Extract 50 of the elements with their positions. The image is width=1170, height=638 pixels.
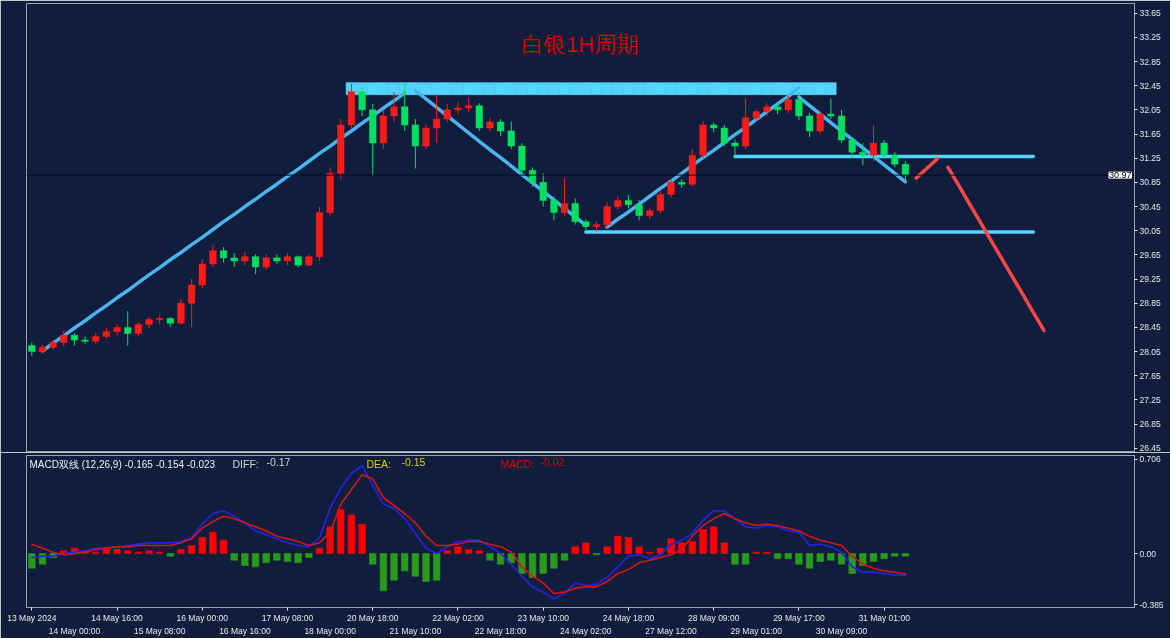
y-tick-label: 31.25 [1139, 153, 1162, 164]
x-tick-label: 20 May 18:00 [347, 612, 399, 623]
x-tick-label: 29 May 17:00 [773, 612, 825, 623]
annotation: -0.02 [540, 455, 565, 468]
x-tick-label: 24 May 18:00 [602, 612, 655, 623]
x-tick-label: 16 May 00:00 [176, 612, 229, 623]
x-tick-label: 14 May 16:00 [91, 612, 144, 623]
y-tick-label: 30.05 [1139, 225, 1162, 236]
x-tick-label: 22 May 18:00 [474, 625, 527, 636]
annotation: -0.15 [401, 455, 426, 468]
x-tick-label: 31 May 01:00 [858, 612, 911, 623]
x-tick-label: 30 May 09:00 [815, 625, 868, 636]
y-tick-label: 33.25 [1139, 32, 1162, 43]
y-tick-label: 0.706 [1139, 454, 1162, 465]
x-tick-label: 24 May 02:00 [560, 625, 612, 636]
x-tick-label: 27 May 12:00 [645, 625, 698, 636]
y-tick-label: 0.00 [1139, 548, 1157, 559]
x-tick-label: 15 May 08:00 [133, 625, 186, 636]
x-tick-label: 14 May 00:00 [48, 625, 101, 636]
annotation: MACD: [500, 457, 535, 470]
y-tick-label: 30.85 [1139, 177, 1162, 188]
y-tick-label: 33.65 [1139, 8, 1162, 19]
y-tick-label: 30.45 [1139, 201, 1162, 212]
x-tick-label: 22 May 02:00 [432, 612, 485, 623]
y-tick-label: 28.05 [1139, 346, 1162, 357]
y-tick-label: 29.25 [1139, 274, 1162, 285]
y-tick-label: 32.45 [1139, 80, 1162, 91]
annotation: DEA: [366, 457, 392, 470]
x-tick-label: 18 May 00:00 [304, 625, 357, 636]
y-tick-label: 32.85 [1139, 56, 1162, 67]
y-tick-label: -0.385 [1139, 599, 1164, 610]
x-tick-label: 23 May 10:00 [517, 612, 570, 623]
y-tick-label: 28.45 [1139, 322, 1162, 333]
x-tick-label: 28 May 09:00 [687, 612, 740, 623]
y-tick-label: 31.65 [1139, 129, 1162, 140]
y-tick-label: 27.65 [1139, 370, 1162, 381]
x-tick-label: 16 May 16:00 [219, 625, 271, 636]
x-tick-label: 21 May 10:00 [389, 625, 442, 636]
y-tick-label: 32.05 [1139, 104, 1162, 115]
y-tick-label: 29.65 [1139, 249, 1162, 260]
y-tick-label: 26.45 [1139, 443, 1162, 454]
y-tick-label: 26.85 [1139, 419, 1162, 430]
chart-title: MACD双线 (12,26,9) -0.165 -0.154 -0.023 [29, 458, 216, 470]
x-tick-label: 29 May 01:00 [730, 625, 783, 636]
x-tick-label: 13 May 2024 [7, 612, 57, 623]
x-tick-label: 17 May 08:00 [261, 612, 314, 623]
annotation: -0.17 [266, 455, 291, 468]
annotation: DIFF: [232, 457, 259, 470]
y-tick-label: 27.25 [1139, 394, 1162, 405]
y-tick-label: 28.85 [1139, 298, 1162, 309]
